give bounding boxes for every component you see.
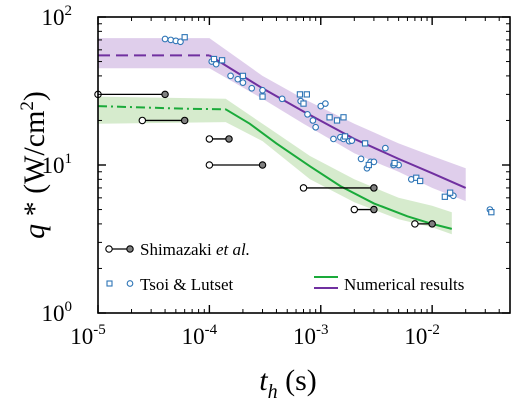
y-axis-label: q * (W/cm2) — [17, 91, 51, 239]
tsoi-circle-point — [234, 75, 242, 83]
shimazaki-start-point — [138, 116, 147, 125]
tsoi-square-point — [365, 161, 372, 169]
tsoi-circle-point — [278, 95, 286, 103]
x-tick-label: 10-2 — [404, 322, 440, 349]
tsoi-square-point — [239, 72, 247, 80]
legend-shimazaki-open-marker — [105, 245, 113, 253]
tsoi-circle-point — [348, 137, 356, 145]
tsoi-circle-point — [304, 110, 311, 118]
tsoi-circle-point — [259, 86, 266, 94]
tsoi-square-point — [391, 159, 398, 167]
tick-labels: 10-5 10-4 10-3 10-2 100 101 102 — [42, 3, 440, 349]
tsoi-circle-point — [161, 35, 169, 43]
tsoi-circle-point — [322, 100, 329, 107]
tsoi-square-point — [333, 117, 341, 124]
tsoi-square-point — [441, 193, 448, 200]
shimazaki-start-point — [411, 220, 419, 228]
shimazaki-start-point — [299, 184, 308, 192]
green-solid-line — [225, 108, 453, 230]
tsoi-square-point — [300, 100, 307, 107]
axis-ticks — [97, 16, 510, 314]
legend-tsoi-circle-marker — [126, 280, 134, 287]
shimazaki-end-point — [180, 116, 189, 125]
shimazaki-end-point — [428, 220, 436, 228]
legend-shimazaki-filled-marker — [126, 245, 134, 253]
legend-shimazaki-label: Shimazaki et al. — [140, 240, 250, 259]
tsoi-square-point — [181, 34, 188, 41]
tsoi-square-point — [326, 114, 333, 121]
tsoi-circle-point — [212, 60, 220, 68]
shimazaki-start-point — [205, 161, 214, 169]
legend-tsoi-square-marker — [106, 280, 113, 287]
data-markers — [94, 34, 495, 228]
tsoi-square-point — [488, 209, 495, 216]
confidence-bands — [98, 38, 466, 235]
shimazaki-end-point — [225, 135, 233, 143]
y-tick-label: 102 — [42, 3, 73, 30]
green-dashed-line — [97, 105, 226, 111]
tsoi-circle-point — [381, 144, 389, 152]
shimazaki-end-point — [161, 90, 169, 99]
tsoi-square-point — [413, 174, 420, 181]
tsoi-square-point — [340, 114, 347, 121]
legend-entry-shimazaki: Shimazaki et al. — [105, 240, 250, 259]
x-tick-label: 10-5 — [70, 322, 106, 349]
tsoi-square-point — [259, 93, 266, 100]
shimazaki-start-point — [205, 135, 214, 143]
shimazaki-end-point — [370, 184, 378, 192]
shimazaki-end-point — [370, 205, 378, 214]
legend-tsoi-label: Tsoi & Lutset — [140, 275, 234, 294]
tsoi-square-point — [303, 91, 310, 98]
tsoi-square-point — [446, 189, 454, 196]
legend: Shimazaki et al. Tsoi & Lutset Numerical… — [105, 240, 464, 294]
tsoi-circle-point — [309, 117, 317, 124]
tsoi-circle-point — [357, 155, 365, 163]
tsoi-circle-point — [239, 79, 247, 87]
tsoi-circle-point — [227, 72, 234, 80]
green-uncertainty-band — [98, 96, 452, 235]
tsoi-circle-point — [177, 38, 184, 46]
x-tick-label: 10-4 — [182, 322, 218, 349]
tsoi-circle-point — [330, 135, 337, 143]
y-tick-label: 100 — [42, 299, 73, 326]
x-axis-label: th (s) — [259, 364, 317, 401]
tsoi-circle-point — [312, 123, 320, 131]
tsoi-square-point — [416, 177, 424, 185]
shimazaki-start-point — [350, 205, 359, 214]
legend-entry-numerical: Numerical results — [314, 275, 464, 294]
legend-numerical-label: Numerical results — [344, 275, 464, 294]
tsoi-square-point — [361, 140, 369, 147]
y-tick-label: 101 — [42, 151, 73, 178]
tsoi-square-point — [210, 55, 218, 63]
tsoi-square-point — [218, 57, 226, 64]
legend-entry-tsoi: Tsoi & Lutset — [106, 275, 234, 294]
x-tick-label: 10-3 — [293, 322, 329, 349]
tsoi-square-point — [341, 133, 349, 140]
tsoi-square-point — [296, 91, 304, 98]
tsoi-circle-point — [248, 84, 256, 92]
shimazaki-end-point — [258, 161, 267, 169]
